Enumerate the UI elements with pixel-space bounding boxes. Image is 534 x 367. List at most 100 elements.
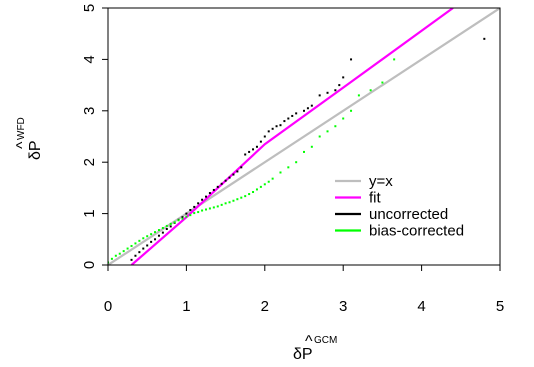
legend-label: y=x xyxy=(369,173,393,190)
point-bias-corrected xyxy=(220,203,223,206)
point-uncorrected xyxy=(197,202,200,205)
point-uncorrected xyxy=(252,148,255,151)
point-bias-corrected xyxy=(189,214,192,217)
point-bias-corrected xyxy=(232,199,235,202)
x-axis-title-sup: GCM xyxy=(314,335,337,346)
point-bias-corrected xyxy=(212,206,215,209)
x-axis-title: δP ^ GCM xyxy=(293,333,337,363)
points-layer xyxy=(108,37,486,264)
point-bias-corrected xyxy=(165,224,168,227)
line-fit xyxy=(130,8,454,265)
point-bias-corrected xyxy=(244,195,247,198)
point-uncorrected xyxy=(306,107,309,110)
x-tick-label: 1 xyxy=(182,298,190,315)
point-uncorrected xyxy=(271,127,274,130)
point-bias-corrected xyxy=(154,231,157,234)
point-bias-corrected xyxy=(197,211,200,214)
y-axis: 0 1 2 3 4 5 xyxy=(81,4,108,269)
point-uncorrected xyxy=(303,109,305,112)
point-bias-corrected xyxy=(177,219,180,222)
point-bias-corrected xyxy=(208,207,211,210)
point-bias-corrected xyxy=(138,239,141,242)
point-uncorrected xyxy=(208,192,211,195)
point-uncorrected xyxy=(142,247,145,250)
x-tick-label: 2 xyxy=(261,298,269,315)
point-bias-corrected xyxy=(303,150,305,153)
point-bias-corrected xyxy=(279,171,282,174)
point-bias-corrected xyxy=(236,198,239,201)
point-uncorrected xyxy=(310,104,313,107)
point-bias-corrected xyxy=(201,209,204,212)
legend-label: bias-corrected xyxy=(369,223,464,240)
point-uncorrected xyxy=(267,130,270,133)
point-bias-corrected xyxy=(393,58,396,61)
point-bias-corrected xyxy=(118,252,121,255)
point-uncorrected xyxy=(130,258,133,261)
point-bias-corrected xyxy=(228,201,231,204)
point-bias-corrected xyxy=(271,177,274,180)
point-uncorrected xyxy=(212,188,215,191)
point-uncorrected xyxy=(161,231,164,234)
point-bias-corrected xyxy=(326,130,329,133)
point-uncorrected xyxy=(342,76,345,79)
line-y-x xyxy=(108,8,500,265)
x-axis-title-hat: ^ xyxy=(305,333,313,350)
point-bias-corrected xyxy=(185,215,188,218)
point-uncorrected xyxy=(205,195,207,198)
point-uncorrected xyxy=(185,212,188,215)
x-axis: 0 1 2 3 4 5 xyxy=(104,265,504,315)
point-uncorrected xyxy=(146,244,149,247)
point-bias-corrected xyxy=(130,244,133,247)
y-axis-title-hat: ^ xyxy=(14,141,31,149)
y-axis-title-base: δP xyxy=(27,140,44,160)
point-bias-corrected xyxy=(252,191,255,194)
point-uncorrected xyxy=(236,170,239,173)
point-bias-corrected xyxy=(240,196,243,199)
point-uncorrected xyxy=(157,234,160,237)
point-bias-corrected xyxy=(334,125,337,128)
point-bias-corrected xyxy=(114,254,117,257)
point-bias-corrected xyxy=(248,193,251,196)
point-uncorrected xyxy=(326,91,329,94)
point-uncorrected xyxy=(220,182,223,185)
point-uncorrected xyxy=(228,176,231,179)
point-uncorrected xyxy=(240,166,243,169)
y-axis-title: δP ^ WFD xyxy=(14,117,44,160)
point-bias-corrected xyxy=(142,237,145,240)
x-tick-label: 5 xyxy=(496,298,504,315)
point-bias-corrected xyxy=(295,161,298,164)
point-uncorrected xyxy=(259,140,262,143)
point-bias-corrected xyxy=(369,89,372,92)
point-uncorrected xyxy=(283,120,286,123)
y-tick-label: 4 xyxy=(81,55,98,63)
x-axis-title-base: δP xyxy=(293,346,313,363)
point-bias-corrected xyxy=(173,221,176,224)
y-tick-label: 0 xyxy=(81,261,98,269)
point-uncorrected xyxy=(189,209,192,212)
point-uncorrected xyxy=(295,112,298,115)
point-uncorrected xyxy=(201,198,204,201)
legend-label: fit xyxy=(369,190,382,207)
point-bias-corrected xyxy=(110,257,113,260)
y-tick-label: 5 xyxy=(81,4,98,12)
point-bias-corrected xyxy=(150,233,153,236)
point-uncorrected xyxy=(154,238,157,241)
point-bias-corrected xyxy=(318,135,321,138)
point-bias-corrected xyxy=(205,208,207,211)
x-tick-label: 4 xyxy=(417,298,425,315)
plot-frame xyxy=(107,7,501,266)
point-bias-corrected xyxy=(146,235,149,238)
point-uncorrected xyxy=(275,125,278,128)
point-bias-corrected xyxy=(310,145,313,148)
point-bias-corrected xyxy=(357,94,360,97)
point-uncorrected xyxy=(263,135,266,138)
point-uncorrected xyxy=(216,185,219,188)
point-bias-corrected xyxy=(216,205,219,208)
point-uncorrected xyxy=(483,37,486,40)
point-bias-corrected xyxy=(134,242,137,245)
point-bias-corrected xyxy=(181,217,184,220)
point-uncorrected xyxy=(224,179,227,182)
x-tick-label: 0 xyxy=(104,298,112,315)
